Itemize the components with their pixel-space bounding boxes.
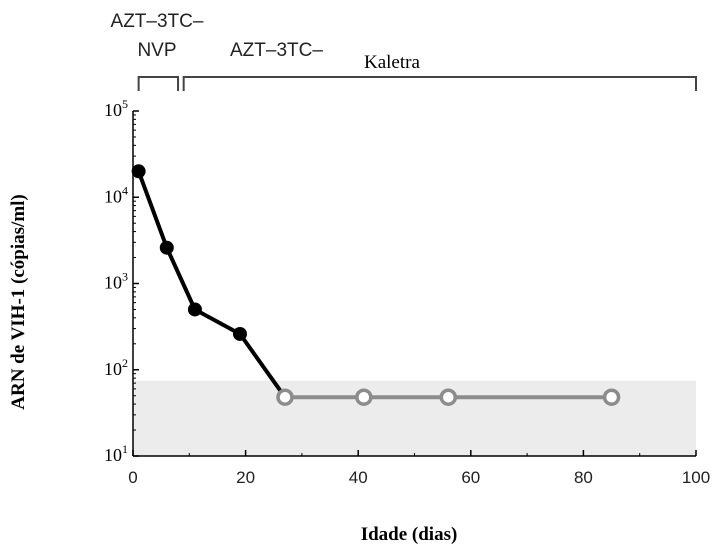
y-tick-label: 102 xyxy=(104,356,128,379)
y-axis-label: ARN de VIH-1 (cópias/ml) xyxy=(8,194,29,410)
y-tick-label: 101 xyxy=(104,442,128,465)
data-point xyxy=(188,302,202,316)
y-tick-label: 104 xyxy=(104,183,128,206)
x-tick-label: 40 xyxy=(349,468,368,487)
period-label: AZT–3TC– xyxy=(111,11,204,32)
x-axis-label: Idade (dias) xyxy=(361,524,458,545)
series-line xyxy=(139,171,285,397)
data-point xyxy=(233,327,247,341)
series xyxy=(132,164,619,404)
y-tick-label: 105 xyxy=(104,97,128,120)
x-axis: 0 20 40 60 80 100 xyxy=(128,450,710,487)
treatment-bracket xyxy=(184,77,696,91)
x-tick-label: 80 xyxy=(574,468,593,487)
treatment-bracket xyxy=(139,77,178,91)
x-tick-label: 60 xyxy=(461,468,480,487)
y-axis: 101 102 103 104 105 xyxy=(104,97,139,465)
period-label: AZT–3TC– xyxy=(230,40,323,61)
data-point xyxy=(278,390,292,404)
period-label: NVP xyxy=(137,40,176,61)
x-tick-label: 0 xyxy=(128,468,137,487)
data-point xyxy=(160,241,174,255)
data-point xyxy=(441,390,455,404)
data-point xyxy=(357,390,371,404)
y-tick-label: 103 xyxy=(104,270,128,293)
x-tick-label: 100 xyxy=(682,468,710,487)
data-point xyxy=(605,390,619,404)
treatment-periods: AZT–3TC– NVP AZT–3TC– Kaletra xyxy=(111,11,696,91)
x-tick-label: 20 xyxy=(236,468,255,487)
period-label: Kaletra xyxy=(364,52,420,73)
data-point xyxy=(132,164,146,178)
